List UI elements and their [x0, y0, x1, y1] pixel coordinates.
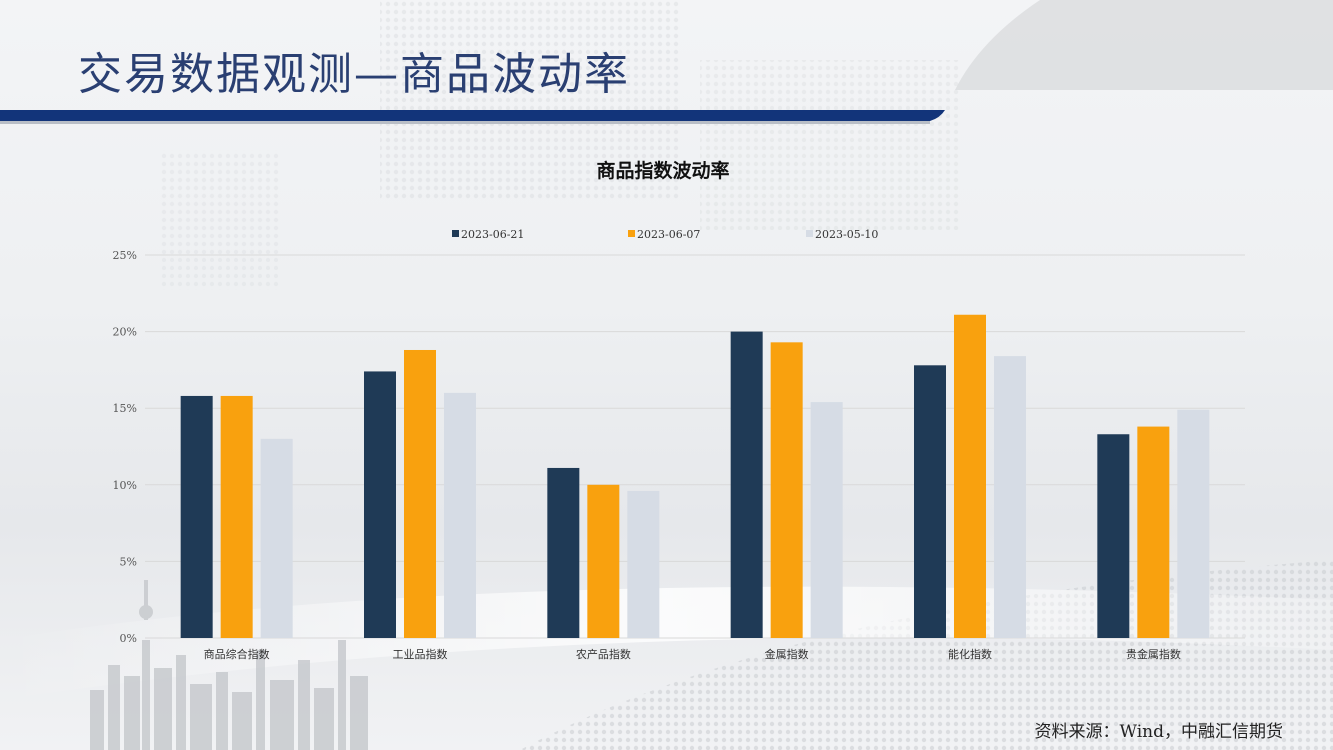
source-note: 资料来源：Wind，中融汇信期货	[1034, 722, 1283, 742]
y-tick-label: 20%	[113, 326, 137, 339]
x-tick-label: 贵金属指数	[1126, 647, 1181, 661]
header-banner	[0, 110, 945, 121]
y-tick-label: 0%	[120, 632, 137, 645]
bar-3	[810, 402, 843, 638]
bar-1	[180, 395, 213, 638]
world-map-decoration	[160, 0, 960, 290]
y-tick-label: 25%	[113, 249, 137, 262]
bar-2	[1137, 426, 1170, 638]
bar-1	[547, 467, 580, 638]
city-skyline-decoration	[90, 580, 368, 750]
bar-3	[994, 356, 1026, 638]
header-banner-shadow	[0, 121, 930, 124]
y-tick-label: 10%	[113, 479, 137, 492]
y-tick-label: 5%	[120, 555, 137, 568]
legend-swatch	[806, 230, 813, 237]
x-tick-label: 商品综合指数	[204, 647, 270, 661]
x-tick-label: 能化指数	[948, 647, 992, 661]
bar-2	[954, 314, 986, 638]
bar-3	[444, 392, 476, 638]
y-tick-label: 15%	[113, 402, 137, 415]
bar-1	[1097, 434, 1130, 638]
header-sweep-decoration	[955, 0, 1333, 90]
legend-swatch	[452, 230, 459, 237]
bar-1	[364, 371, 396, 638]
bar-3	[1177, 409, 1210, 638]
bar-1	[730, 331, 763, 638]
bar-2	[404, 349, 436, 638]
bar-2	[770, 342, 803, 638]
bar-2	[587, 484, 620, 638]
legend-label: 2023-06-07	[637, 228, 700, 241]
page-title: 交易数据观测—商品波动率	[78, 49, 630, 100]
bar-1	[914, 365, 946, 638]
x-tick-label: 农产品指数	[576, 647, 631, 661]
x-tick-label: 工业品指数	[393, 647, 448, 661]
legend-label: 2023-05-10	[815, 228, 878, 241]
bar-3	[627, 490, 660, 638]
legend-label: 2023-06-21	[461, 228, 524, 241]
bar-3	[260, 438, 293, 638]
bar-2	[220, 395, 253, 638]
legend-swatch	[628, 230, 635, 237]
chart-title: 商品指数波动率	[596, 159, 729, 182]
x-tick-label: 金属指数	[765, 647, 809, 661]
